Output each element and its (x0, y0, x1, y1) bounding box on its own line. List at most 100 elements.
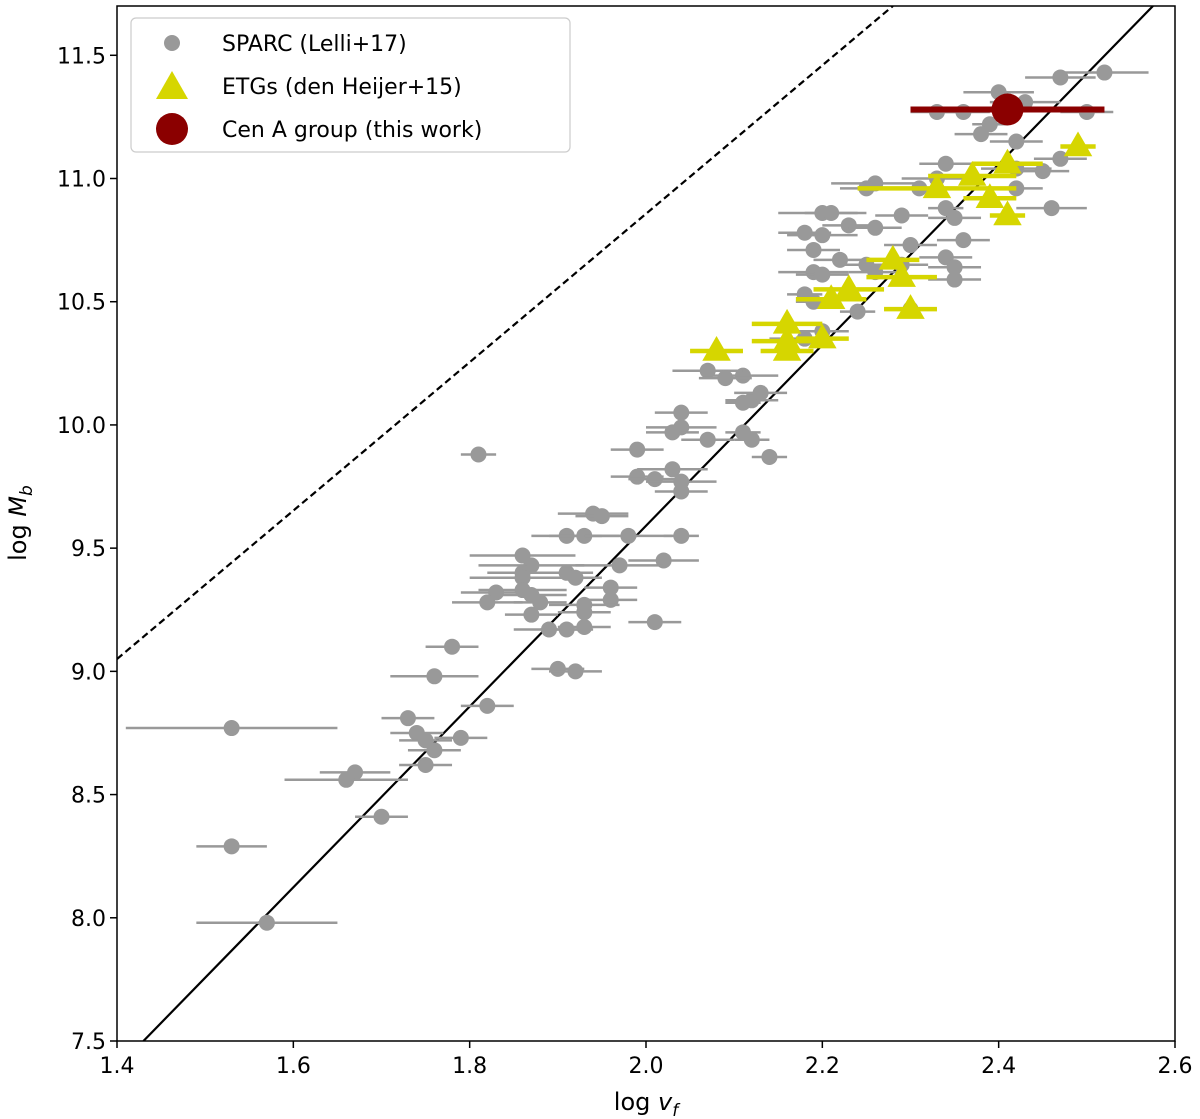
y-tick-label: 8.5 (71, 784, 106, 809)
data-point-circle (258, 914, 275, 931)
x-tick-label: 1.6 (276, 1054, 311, 1079)
data-point-circle (946, 259, 963, 276)
data-point-triangle (702, 336, 731, 361)
series-etgs-den-heijer-15 (690, 131, 1096, 361)
data-point-circle (1034, 163, 1051, 180)
data-series (125, 64, 1149, 931)
x-tick-label: 1.8 (452, 1054, 487, 1079)
data-point-circle (629, 441, 646, 458)
data-point-circle (338, 771, 355, 788)
y-tick-label: 9.0 (71, 660, 106, 685)
data-point-circle (823, 205, 840, 221)
y-axis: 7.5 8.0 8.5 9.0 9.5 10.0 10.5 11.0 11.5 (57, 44, 117, 1055)
data-point-circle (673, 404, 690, 421)
legend-box (130, 17, 571, 153)
legend-item-sparc: SPARC (Lelli+17) (164, 32, 407, 57)
y-tick-label: 8.0 (71, 907, 106, 932)
data-point-triangle (878, 244, 908, 270)
y-tick-label: 9.5 (71, 537, 106, 562)
data-point-circle (734, 394, 751, 411)
data-point-circle (523, 606, 540, 623)
data-point-circle (541, 621, 558, 638)
data-point-triangle (975, 183, 1005, 208)
y-tick-label: 11.5 (57, 44, 106, 69)
data-point-circle (576, 604, 593, 621)
data-point-triangle (816, 284, 846, 309)
data-point-circle (1052, 69, 1069, 86)
data-point-circle (849, 303, 866, 320)
data-point-triangle (887, 262, 916, 287)
data-point-circle (629, 468, 646, 485)
legend-marker-circle (164, 35, 180, 51)
data-point-circle (673, 527, 690, 544)
data-point-circle (620, 527, 637, 544)
data-point-circle (514, 569, 531, 586)
data-point-circle (973, 126, 990, 143)
x-tick-label: 2.2 (805, 1054, 840, 1079)
data-point-circle (664, 461, 681, 478)
fit-line (142, 6, 1154, 1041)
data-point-circle (893, 207, 910, 224)
data-point-triangle (772, 336, 802, 361)
data-point-circle (1008, 133, 1025, 150)
reference-line (117, 6, 894, 660)
y-tick-label: 10.0 (57, 414, 106, 439)
data-point-circle (602, 579, 619, 596)
y-tick-label: 10.5 (57, 291, 106, 316)
data-point-circle (426, 742, 443, 759)
y-axis-label: log Mb (4, 485, 37, 561)
data-point-triangle (834, 274, 864, 300)
reference-lines (117, 6, 1154, 1041)
data-point-circle (699, 362, 716, 379)
x-tick-label: 2.4 (981, 1054, 1016, 1079)
data-point-circle (1052, 150, 1069, 167)
data-point-circle (479, 594, 496, 611)
data-point-circle (946, 271, 963, 288)
data-point-circle (576, 619, 593, 635)
data-point-circle (470, 446, 487, 463)
y-tick-label: 7.5 (71, 1030, 106, 1055)
data-point-circle (955, 232, 972, 249)
data-point-circle (1043, 200, 1060, 217)
x-axis: 1.4 1.6 1.8 2.0 2.2 2.4 2.6 (100, 1041, 1193, 1079)
legend: SPARC (Lelli+17) ETGs (den Heijer+15) Ce… (130, 17, 571, 153)
x-tick-label: 2.0 (629, 1054, 664, 1079)
data-point-circle (399, 710, 416, 727)
data-point-circle (223, 720, 240, 737)
data-point-circle (664, 424, 681, 441)
data-point-circle (673, 483, 690, 500)
legend-item-etgs: ETGs (den Heijer+15) (156, 71, 462, 100)
data-point-circle (743, 431, 760, 448)
data-point-circle (796, 224, 813, 241)
data-point-circle (805, 241, 822, 258)
data-point-circle (761, 448, 778, 465)
data-point-circle (1096, 64, 1113, 81)
data-point-triangle (808, 323, 837, 349)
data-point-circle (567, 569, 584, 586)
data-point-circle (373, 808, 390, 825)
x-axis-label: log vf (614, 1088, 681, 1119)
data-point-triangle (993, 148, 1022, 174)
x-tick-label: 1.4 (100, 1054, 135, 1079)
data-point-circle (840, 217, 857, 234)
data-point-circle (752, 384, 769, 401)
data-point-circle (814, 227, 831, 244)
data-point-circle (444, 638, 461, 655)
data-point-triangle (993, 200, 1022, 226)
data-point-circle (902, 237, 919, 254)
data-point-circle (532, 594, 549, 611)
data-point-circle (814, 266, 831, 283)
data-point-circle (937, 155, 954, 172)
data-point-circle (593, 508, 610, 525)
legend-marker-triangle (156, 71, 188, 99)
data-point-circle (452, 729, 469, 746)
data-point-circle (549, 660, 566, 677)
data-point-circle (1008, 180, 1025, 197)
data-point-circle (699, 431, 716, 448)
data-point-circle (717, 370, 734, 387)
data-point-circle (867, 219, 884, 236)
data-point-circle (646, 471, 663, 488)
data-point-circle (417, 757, 434, 773)
data-point-circle (946, 209, 963, 226)
